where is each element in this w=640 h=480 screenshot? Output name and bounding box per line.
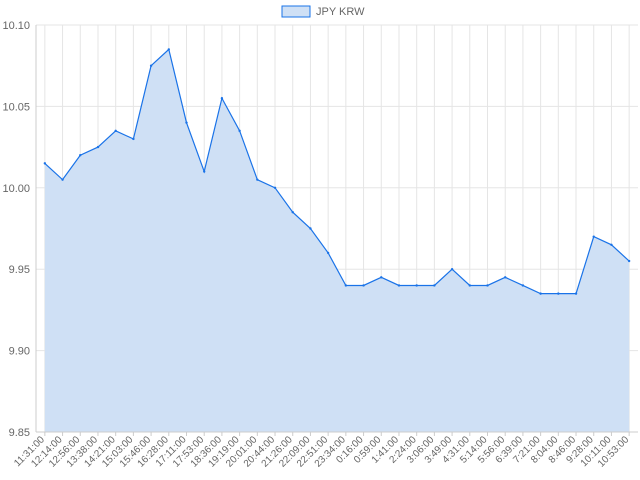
series-line — [44, 48, 630, 295]
data-point[interactable] — [256, 178, 259, 181]
data-point[interactable] — [592, 235, 595, 238]
y-tick-label: 10.00 — [2, 183, 30, 195]
y-tick-label: 9.95 — [9, 264, 30, 276]
data-point[interactable] — [627, 259, 631, 263]
legend-swatch[interactable] — [281, 5, 311, 18]
data-point[interactable] — [380, 276, 383, 279]
data-point[interactable] — [185, 121, 188, 124]
y-tick-label: 10.10 — [2, 20, 30, 32]
data-point[interactable] — [309, 227, 312, 230]
data-point[interactable] — [326, 251, 330, 255]
data-point[interactable] — [574, 292, 578, 295]
data-point[interactable] — [114, 129, 117, 133]
data-point[interactable] — [344, 284, 348, 287]
data-point[interactable] — [79, 154, 82, 157]
data-point[interactable] — [415, 284, 418, 287]
series-fill — [44, 49, 630, 433]
legend-label[interactable]: JPY KRW — [316, 6, 365, 18]
data-point[interactable] — [273, 186, 277, 189]
data-point[interactable] — [132, 137, 135, 141]
y-tick-label: 9.85 — [9, 427, 30, 439]
data-point[interactable] — [539, 292, 542, 295]
axes: 9.859.909.9510.0010.0510.1011:31:0012:14… — [2, 20, 638, 470]
data-point[interactable] — [504, 276, 507, 279]
y-tick-label: 10.05 — [2, 101, 30, 113]
series-area — [43, 48, 631, 433]
data-point[interactable] — [610, 243, 613, 246]
data-point[interactable] — [557, 292, 560, 295]
data-point[interactable] — [167, 48, 170, 51]
legend[interactable]: JPY KRW — [281, 5, 365, 18]
data-point[interactable] — [220, 97, 224, 100]
data-point[interactable] — [433, 284, 436, 287]
data-point[interactable] — [291, 211, 294, 214]
y-tick-label: 9.90 — [9, 346, 30, 358]
data-point[interactable] — [468, 284, 471, 287]
data-point[interactable] — [203, 170, 206, 173]
data-point[interactable] — [397, 284, 401, 287]
data-point[interactable] — [521, 284, 525, 287]
data-point[interactable] — [96, 145, 100, 149]
data-point[interactable] — [486, 284, 489, 287]
data-point[interactable] — [362, 284, 365, 287]
data-point[interactable] — [238, 129, 241, 133]
data-point[interactable] — [61, 178, 64, 181]
data-point[interactable] — [43, 162, 47, 165]
data-point[interactable] — [450, 268, 454, 271]
data-point[interactable] — [149, 64, 153, 67]
